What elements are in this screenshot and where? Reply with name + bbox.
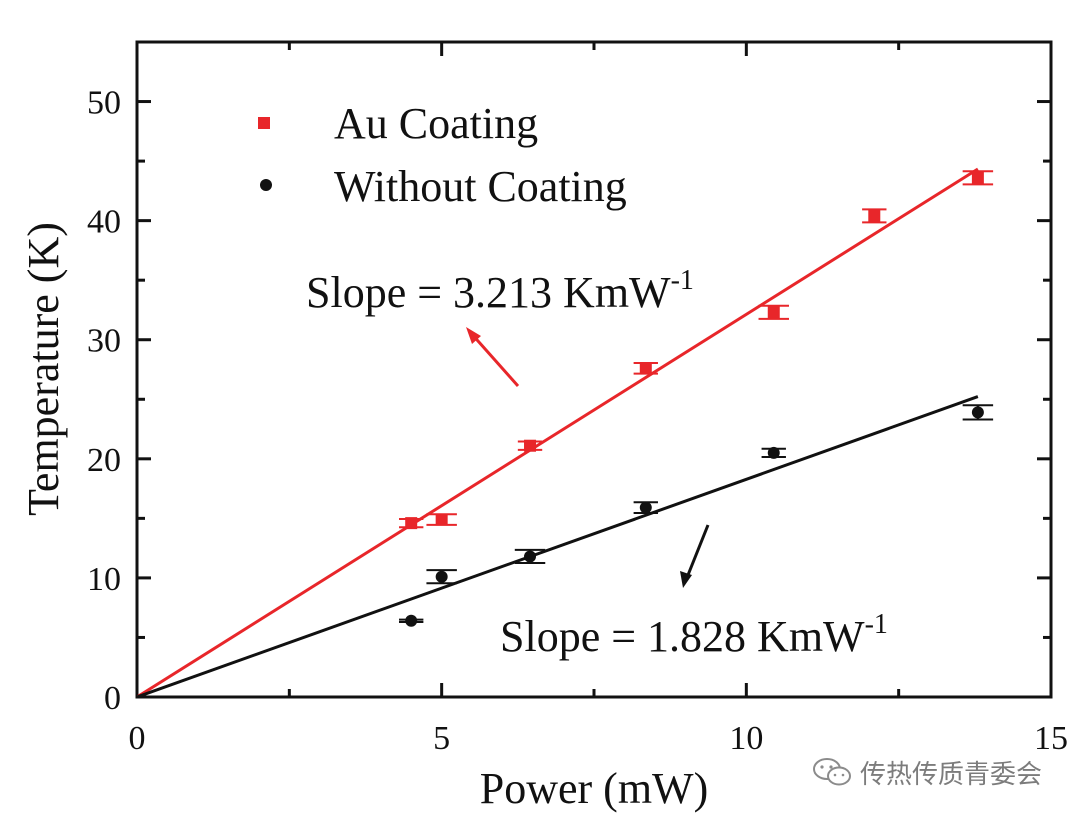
y-tick-label: 50	[87, 85, 121, 122]
data-point-nocoat	[426, 569, 457, 585]
data-point-nocoat	[962, 404, 994, 421]
annotation-nocoat-slope-sup: -1	[865, 609, 888, 640]
data-point-nocoat	[514, 548, 546, 565]
marker-square	[868, 209, 881, 222]
annotation-au-slope-sup: -1	[671, 265, 694, 296]
y-tick-label: 30	[87, 323, 121, 360]
marker-circle	[405, 614, 418, 627]
wechat-icon	[813, 758, 851, 786]
legend-marker-au-coating	[258, 117, 270, 129]
marker-square	[405, 517, 418, 530]
axis-ticks: 0 5 10 15 0 10 20 30 40 50	[87, 42, 1068, 757]
marker-square	[971, 171, 984, 184]
data-points	[399, 170, 994, 627]
y-tick-label: 10	[87, 561, 121, 598]
legend-marker-without-coating	[260, 179, 272, 191]
fit-line-nocoat	[137, 395, 979, 697]
marker-square	[435, 513, 448, 526]
annotation-au-arrowhead	[466, 327, 481, 344]
data-point-au	[517, 439, 543, 452]
annotation-nocoat-slope: Slope = 1.828 KmW-1	[500, 524, 888, 661]
marker-circle	[435, 570, 448, 583]
data-point-au	[962, 170, 994, 186]
legend-label-au-coating: Au Coating	[334, 99, 538, 148]
watermark-text: 传热传质青委会	[860, 759, 1043, 790]
legend: Au Coating Without Coating	[258, 99, 627, 211]
svg-text:Slope = 3.213 KmW-1: Slope = 3.213 KmW-1	[306, 265, 694, 317]
marker-circle	[639, 501, 652, 514]
data-point-au	[426, 513, 457, 526]
x-tick-label: 10	[729, 720, 763, 757]
data-point-au	[399, 517, 424, 530]
annotation-nocoat-slope-text: Slope = 1.828 KmW	[500, 612, 865, 661]
watermark: 传热传质青委会	[812, 752, 1042, 792]
data-point-au	[758, 304, 789, 320]
x-tick-label: 0	[129, 720, 146, 757]
marker-circle	[767, 446, 780, 459]
data-point-au	[862, 208, 887, 224]
plot-frame	[135, 40, 1053, 699]
svg-text:Slope = 1.828 KmW-1: Slope = 1.828 KmW-1	[500, 609, 888, 661]
data-point-nocoat	[633, 501, 658, 515]
legend-label-without-coating: Without Coating	[334, 162, 627, 211]
x-tick-label: 5	[433, 720, 450, 757]
marker-square	[524, 439, 537, 452]
marker-circle	[524, 550, 537, 563]
marker-square	[767, 306, 780, 319]
marker-circle	[971, 406, 984, 419]
y-axis-title: Temperature (K)	[19, 222, 68, 516]
annotation-nocoat-arrow	[684, 524, 710, 581]
fit-lines	[137, 167, 979, 697]
y-tick-label: 40	[87, 204, 121, 241]
x-tick-label: 15	[1034, 720, 1068, 757]
annotation-au-slope: Slope = 3.213 KmW-1	[306, 265, 694, 387]
annotation-au-arrow	[468, 331, 520, 387]
data-point-au	[633, 361, 658, 375]
data-point-nocoat	[399, 614, 424, 627]
data-point-nocoat	[761, 446, 786, 459]
annotation-au-slope-text: Slope = 3.213 KmW	[306, 268, 671, 317]
x-axis-title: Power (mW)	[480, 764, 709, 813]
y-tick-label: 0	[104, 680, 121, 717]
fit-line-au	[137, 167, 979, 697]
y-tick-label: 20	[87, 442, 121, 479]
marker-square	[639, 362, 652, 375]
annotation-nocoat-arrowhead	[680, 571, 692, 588]
